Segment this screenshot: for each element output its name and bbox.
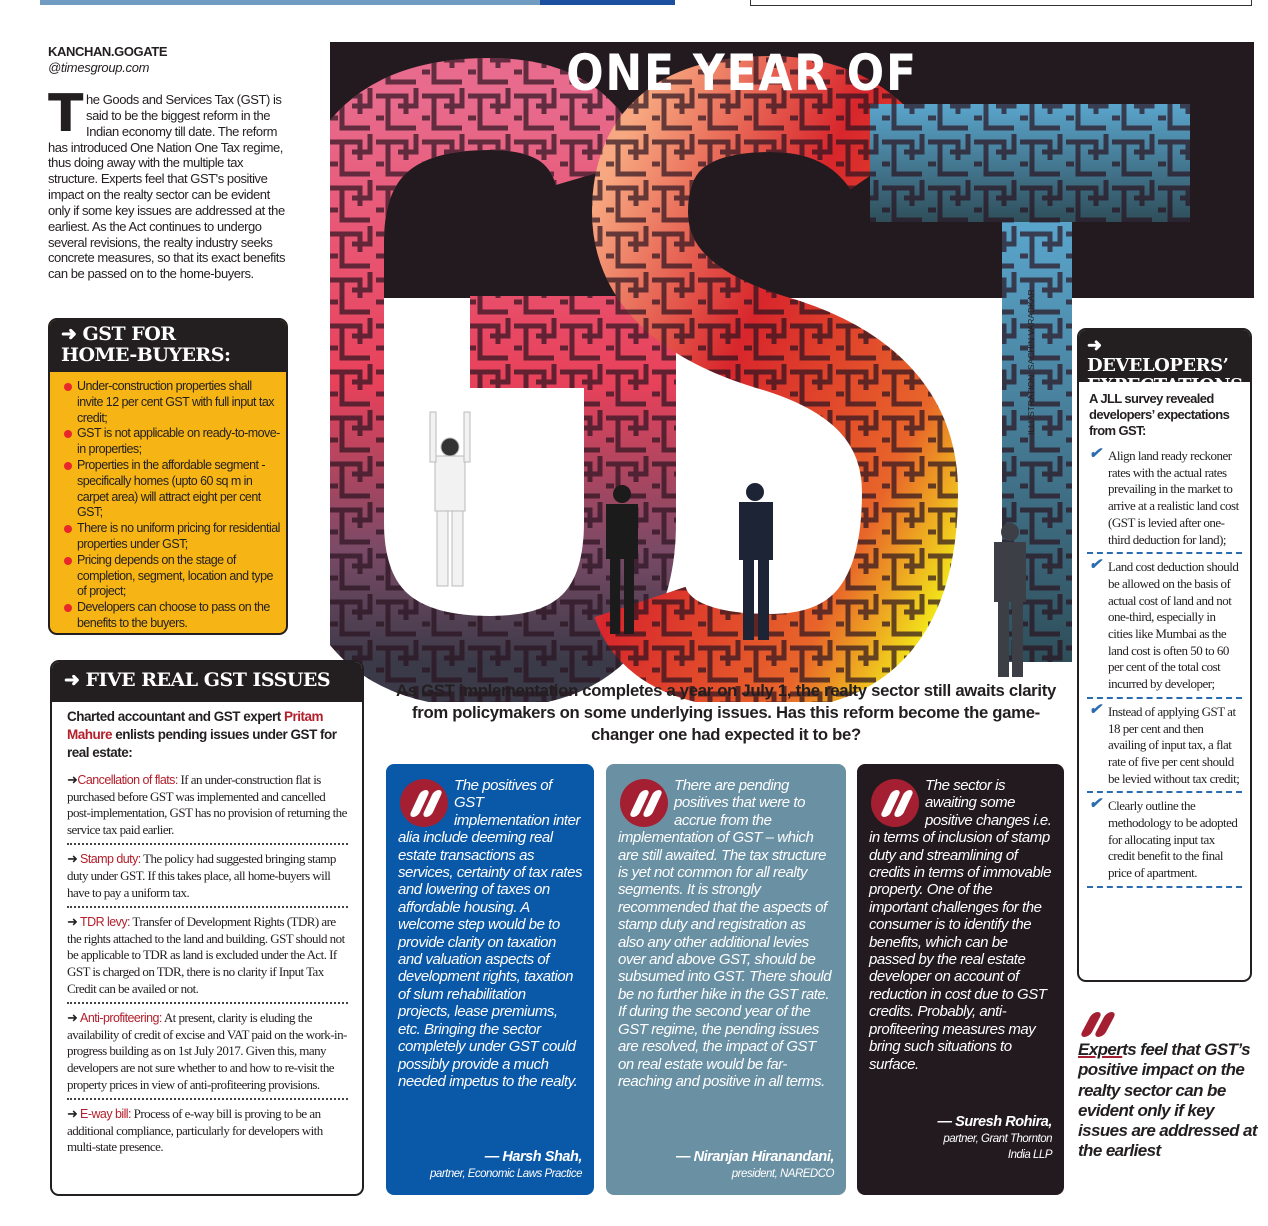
byline: KANCHAN.GOGATE @timesgroup.com bbox=[48, 44, 168, 76]
arrow-icon: ➜ bbox=[64, 669, 86, 691]
hero-title: ONE YEAR OF bbox=[566, 44, 918, 102]
quote-mark-icon bbox=[1078, 1008, 1118, 1040]
hero-caption: As GST implementation completes a year o… bbox=[396, 681, 1056, 744]
home-buyers-box: ➜ GST FOR HOME-BUYERS: Under-constructio… bbox=[48, 318, 288, 635]
arrow-icon: ➜ bbox=[61, 323, 83, 345]
quote-text: There are pending positives that were to… bbox=[618, 777, 832, 1090]
arrow-icon: ➜ bbox=[67, 851, 81, 867]
expectation-item: ✔ Align land ready reckoner rates with th… bbox=[1087, 443, 1242, 555]
developers-intro: A JLL survey revealed developers’ expect… bbox=[1089, 391, 1230, 438]
bullet-icon bbox=[64, 383, 72, 391]
arrow-icon: ➜ bbox=[67, 914, 81, 930]
issue-item: ➜ TDR levy: Transfer of Development Righ… bbox=[67, 908, 348, 1005]
person-navy-suit bbox=[739, 483, 773, 640]
gst-maze-illustration bbox=[330, 42, 1254, 702]
issue-item: ➜ Anti-profiteering: At present, clarity… bbox=[67, 1004, 348, 1101]
person-white-suit bbox=[429, 411, 471, 587]
checkmark-icon: ✔ bbox=[1089, 701, 1102, 718]
quote-author: — Niranjan Hiranandani, bbox=[675, 1149, 834, 1165]
quote-author-role: partner, Economic Laws Practice bbox=[430, 1168, 582, 1180]
list-item: Under-construction properties shall invi… bbox=[58, 379, 280, 426]
expectation-item: ✔ Land cost deduction should be allowed o… bbox=[1087, 554, 1242, 699]
person-gray-suit bbox=[994, 523, 1026, 677]
arrow-icon: ➜ bbox=[67, 772, 78, 787]
issues-title: ➜ FIVE REAL GST ISSUES bbox=[52, 662, 362, 702]
bullet-icon bbox=[64, 525, 72, 534]
bullet-icon bbox=[64, 461, 72, 470]
intro-text: he Goods and Services Tax (GST) is said … bbox=[48, 92, 285, 282]
checkmark-icon: ✔ bbox=[1089, 446, 1102, 462]
pull-quote-text: Experts feel that GST’s positive impact … bbox=[1078, 1040, 1258, 1161]
quote-card-harsh-shah: The positives of GST implementation inte… bbox=[386, 764, 594, 1195]
letter-s-shape bbox=[591, 55, 959, 702]
expert-name: Pritam Mahure bbox=[67, 709, 324, 742]
quote-author-role: partner, Grant Thornton India LLP bbox=[943, 1133, 1052, 1161]
bullet-icon bbox=[64, 604, 72, 613]
bullet-icon bbox=[64, 430, 72, 439]
list-item: Properties in the affordable segment - s… bbox=[58, 458, 280, 521]
author-email: @timesgroup.com bbox=[48, 60, 150, 75]
developers-title: ➜ DEVELOPERS’ EXPECTATIONS bbox=[1079, 330, 1250, 396]
person-black-suit-1 bbox=[606, 485, 638, 634]
checkmark-icon: ✔ bbox=[1089, 796, 1102, 813]
list-item: There is no uniform pricing for resident… bbox=[58, 521, 280, 553]
issue-item: ➜Cancellation of flats: If an under-cons… bbox=[67, 766, 348, 846]
issue-item: ➜ Stamp duty: The policy had suggested b… bbox=[67, 845, 348, 909]
expectation-item: ✔ Clearly outline the methodology to be a… bbox=[1087, 793, 1242, 888]
arrow-icon: ➜ bbox=[1087, 335, 1102, 356]
quote-author: — Suresh Rohira, bbox=[937, 1114, 1053, 1130]
author-name: KANCHAN.GOGATE bbox=[48, 44, 168, 59]
quote-mark-icon bbox=[871, 779, 919, 827]
top-bordered-box bbox=[750, 0, 1252, 6]
bullet-icon bbox=[64, 556, 72, 565]
pull-quote: Experts feel that GST’s positive impact … bbox=[1078, 1008, 1258, 1162]
arrow-icon: ➜ bbox=[67, 1106, 81, 1122]
arrow-icon: ➜ bbox=[67, 1010, 81, 1026]
home-buyers-list: Under-construction properties shall invi… bbox=[50, 372, 286, 632]
illustration-credit: ILLUSTRATION: SACHIN VARADKAR bbox=[1026, 289, 1036, 435]
top-color-strip bbox=[40, 0, 675, 5]
issues-intro: Charted accountant and GST expert Pritam… bbox=[67, 709, 337, 760]
expectation-item: ✔ Instead of applying GST at 18 per cent … bbox=[1087, 699, 1242, 794]
quote-card-niranjan-hiranandani: There are pending positives that were to… bbox=[606, 764, 846, 1195]
list-item: GST is not applicable on ready-to-move-i… bbox=[58, 426, 280, 458]
quote-author-role: president, NAREDCO bbox=[731, 1168, 835, 1180]
list-item: Pricing depends on the stage of completi… bbox=[58, 553, 280, 600]
quote-mark-icon bbox=[620, 779, 668, 827]
quote-card-suresh-rohira: The sector is awaiting some positive cha… bbox=[857, 764, 1064, 1195]
issue-item: ➜ E-way bill: Process of e-way bill is p… bbox=[67, 1106, 323, 1155]
checkmark-icon: ✔ bbox=[1089, 557, 1102, 574]
drop-cap: T bbox=[48, 84, 84, 144]
list-item: Developers can choose to pass on the ben… bbox=[58, 600, 280, 632]
developers-expectations-box: ➜ DEVELOPERS’ EXPECTATIONS A JLL survey … bbox=[1077, 328, 1252, 982]
quote-text: The sector is awaiting some positive cha… bbox=[869, 777, 1052, 1073]
top-color-strip-accent bbox=[540, 0, 675, 5]
home-buyers-title: ➜ GST FOR HOME-BUYERS: bbox=[50, 320, 286, 372]
quote-mark-icon bbox=[400, 779, 448, 827]
letter-g-shape bbox=[330, 57, 676, 702]
letter-t-shape bbox=[870, 104, 1190, 662]
quote-text: The positives of GST implementation inte… bbox=[398, 777, 583, 1090]
quote-author: — Harsh Shah, bbox=[484, 1149, 583, 1165]
gst-issues-box: ➜ FIVE REAL GST ISSUES Charted accountan… bbox=[50, 660, 364, 1196]
